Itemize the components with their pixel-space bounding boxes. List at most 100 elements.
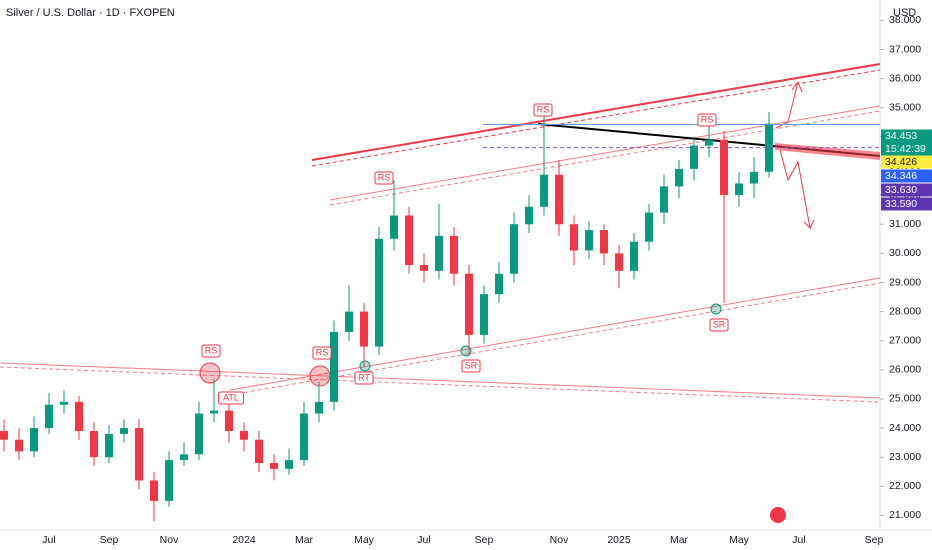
candle-body: [375, 238, 383, 347]
candle-body: [750, 171, 758, 184]
candle-body: [60, 401, 68, 405]
annotation: RS: [537, 104, 550, 114]
candle-body: [585, 230, 593, 251]
trend-line: [229, 282, 881, 396]
annotation-box: [461, 359, 481, 373]
candle-body: [510, 224, 518, 274]
price-label: 34.346: [885, 170, 917, 182]
price-label: 34.453: [885, 130, 917, 142]
candle-body: [420, 265, 428, 271]
x-tick-label: Jul: [42, 534, 55, 546]
candle-body: [645, 212, 653, 242]
annotation: RT: [358, 372, 370, 382]
candle-body: [315, 401, 323, 414]
y-tick-label: 25.000: [889, 393, 921, 405]
price-label-box: [881, 197, 932, 211]
x-tick-label: Sep: [865, 534, 884, 546]
y-tick-label: 26.000: [889, 364, 921, 376]
candle-body: [390, 215, 398, 239]
event-icon[interactable]: [770, 507, 786, 523]
y-tick-label: 28.000: [889, 305, 921, 317]
candle-body: [30, 428, 38, 452]
x-tick-label: 2024: [232, 534, 256, 546]
y-tick-label: 24.000: [889, 422, 921, 434]
currency: USD: [893, 7, 916, 19]
candle-body: [570, 224, 578, 251]
trend-line: [0, 362, 881, 399]
candle-body: [90, 430, 98, 458]
candle-body: [600, 230, 608, 254]
y-tick-label: 35.000: [889, 102, 921, 114]
candle-body: [465, 273, 473, 335]
candle-body: [105, 433, 113, 458]
candle-body: [495, 273, 503, 295]
annotation-box: [354, 371, 374, 385]
marker: [309, 365, 331, 387]
y-tick-label: 21.000: [889, 509, 921, 521]
candle-body: [135, 428, 143, 481]
candle-body: [300, 413, 308, 461]
countdown: 15:42:39: [885, 143, 926, 155]
candle-body: [150, 480, 158, 501]
x-tick-label: Mar: [670, 534, 689, 546]
trend-line: [311, 63, 881, 161]
candle-body: [330, 331, 338, 402]
x-tick-label: Jul: [792, 534, 805, 546]
candle-body: [255, 439, 263, 464]
candle-body: [360, 311, 368, 347]
trend-line: [229, 277, 881, 391]
annotation: RS: [205, 345, 218, 355]
candle-body: [45, 404, 53, 429]
x-tick-label: Nov: [550, 534, 569, 546]
y-tick-label: 23.000: [889, 451, 921, 463]
candle-body: [540, 174, 548, 207]
x-tick-label: Sep: [475, 534, 494, 546]
annotation: ATL: [223, 392, 239, 402]
candle-body: [555, 174, 563, 225]
chart-title: Silver / U.S. Dollar · 1D · FXOPEN: [6, 7, 175, 19]
candle-body: [630, 241, 638, 271]
candle-body: [165, 460, 173, 501]
candle-body: [120, 428, 128, 434]
annotation-box: [218, 391, 244, 405]
y-tick-label: 38.000: [889, 14, 921, 26]
candle-body: [450, 235, 458, 274]
annotation: RS: [316, 347, 329, 357]
price-label-box: [881, 155, 932, 169]
candle-body: [270, 463, 278, 469]
arrow: [779, 149, 815, 230]
candle-body: [615, 253, 623, 271]
candle-body: [720, 139, 728, 196]
candle-body: [285, 460, 293, 469]
candle-body: [15, 439, 23, 452]
candle-body: [435, 235, 443, 271]
candle-body: [705, 139, 713, 146]
y-tick-label: 29.000: [889, 276, 921, 288]
candle-body: [660, 186, 668, 213]
candle-body: [405, 215, 413, 265]
y-tick-label: 37.000: [889, 43, 921, 55]
candle-body: [765, 123, 773, 172]
x-tick-label: Mar: [295, 534, 314, 546]
candle-body: [345, 311, 353, 332]
price-label-box: [881, 183, 932, 197]
y-tick-label: 36.000: [889, 72, 921, 84]
annotation: RS: [378, 172, 391, 182]
annotation-box: [374, 171, 394, 185]
marker: [199, 362, 221, 384]
annotation: SR: [465, 360, 478, 370]
x-tick-label: Jul: [417, 534, 430, 546]
price-label: 33.630: [885, 184, 917, 196]
candle-body: [225, 410, 233, 431]
x-tick-label: 2025: [607, 534, 631, 546]
price-label-box: [881, 169, 932, 183]
annotation: SR: [713, 319, 726, 329]
price-label-box: [881, 129, 932, 156]
x-tick-label: May: [729, 534, 750, 546]
candle-body: [210, 410, 218, 414]
candle-body: [735, 183, 743, 196]
annotation-box: [533, 103, 553, 117]
candle-body: [75, 401, 83, 431]
annotation: RS: [701, 114, 714, 124]
y-tick-label: 22.000: [889, 480, 921, 492]
